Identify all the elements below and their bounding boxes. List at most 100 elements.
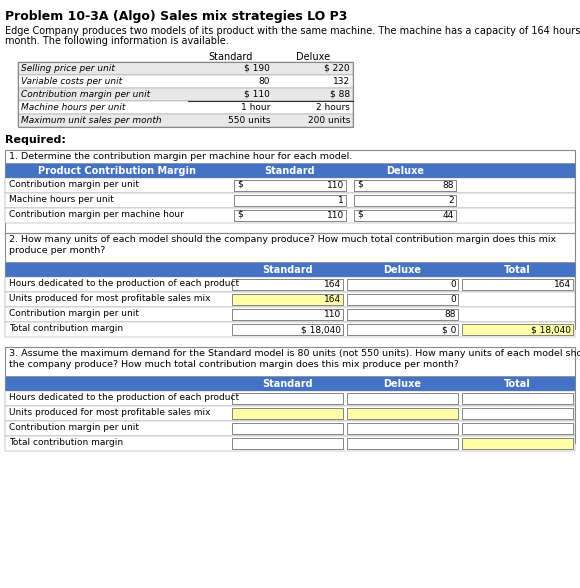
Text: Units produced for most profitable sales mix: Units produced for most profitable sales… xyxy=(9,294,211,303)
Bar xyxy=(5,322,575,337)
Text: Contribution margin per unit: Contribution margin per unit xyxy=(9,309,139,318)
Text: 164: 164 xyxy=(554,280,571,289)
Text: $ 190: $ 190 xyxy=(244,64,270,73)
Text: $ 110: $ 110 xyxy=(244,90,270,99)
Text: $ 88: $ 88 xyxy=(330,90,350,99)
Bar xyxy=(462,279,573,290)
Bar xyxy=(232,279,343,290)
Bar xyxy=(347,438,458,449)
Bar xyxy=(5,193,575,208)
Bar xyxy=(234,195,346,206)
Bar xyxy=(347,393,458,404)
Bar xyxy=(232,423,343,434)
Text: $: $ xyxy=(357,210,362,219)
Text: Edge Company produces two models of its product with the same machine. The machi: Edge Company produces two models of its … xyxy=(5,26,580,36)
Text: 2. How many units of each model should the company produce? How much total contr: 2. How many units of each model should t… xyxy=(9,235,556,244)
Bar xyxy=(347,423,458,434)
Text: Total: Total xyxy=(504,265,531,275)
Text: Contribution margin per machine hour: Contribution margin per machine hour xyxy=(9,210,184,219)
Bar xyxy=(18,62,353,75)
Bar xyxy=(347,279,458,290)
Bar xyxy=(5,347,575,443)
Text: the company produce? How much total contribution margin does this mix produce pe: the company produce? How much total cont… xyxy=(9,360,459,369)
Bar xyxy=(234,210,346,221)
Text: Machine hours per unit: Machine hours per unit xyxy=(9,195,114,204)
Text: 44: 44 xyxy=(443,211,454,220)
Bar xyxy=(18,114,353,127)
Text: Required:: Required: xyxy=(5,135,66,145)
Text: Contribution margin per unit: Contribution margin per unit xyxy=(21,90,150,99)
Text: 1: 1 xyxy=(338,196,344,205)
Bar xyxy=(232,309,343,320)
Bar xyxy=(5,277,575,292)
Text: $: $ xyxy=(237,210,243,219)
Text: Variable costs per unit: Variable costs per unit xyxy=(21,77,122,86)
Text: 2: 2 xyxy=(448,196,454,205)
Text: 550 units: 550 units xyxy=(227,116,270,125)
Text: Machine hours per unit: Machine hours per unit xyxy=(21,103,125,112)
Text: Deluxe: Deluxe xyxy=(383,265,422,275)
Bar xyxy=(462,324,573,335)
Bar xyxy=(5,391,575,406)
Bar xyxy=(347,324,458,335)
Text: $: $ xyxy=(237,180,243,189)
Text: $ 0: $ 0 xyxy=(441,325,456,334)
Text: Standard: Standard xyxy=(264,166,316,176)
Text: month. The following information is available.: month. The following information is avai… xyxy=(5,36,229,46)
Text: 2 hours: 2 hours xyxy=(316,103,350,112)
Bar xyxy=(354,195,456,206)
Bar xyxy=(462,408,573,419)
Text: 164: 164 xyxy=(324,295,341,304)
Bar xyxy=(347,309,458,320)
Bar xyxy=(5,208,575,223)
Text: 132: 132 xyxy=(333,77,350,86)
Bar xyxy=(462,423,573,434)
Text: 1 hour: 1 hour xyxy=(241,103,270,112)
Text: 88: 88 xyxy=(443,181,454,190)
Text: Deluxe: Deluxe xyxy=(296,52,330,62)
Text: $: $ xyxy=(357,180,362,189)
Bar xyxy=(5,178,575,193)
Text: Problem 10-3A (Algo) Sales mix strategies LO P3: Problem 10-3A (Algo) Sales mix strategie… xyxy=(5,10,347,23)
Text: 1. Determine the contribution margin per machine hour for each model.: 1. Determine the contribution margin per… xyxy=(9,152,352,161)
Text: Deluxe: Deluxe xyxy=(383,379,422,389)
Bar xyxy=(5,307,575,322)
Text: 0: 0 xyxy=(450,280,456,289)
Bar xyxy=(232,408,343,419)
Text: Contribution margin per unit: Contribution margin per unit xyxy=(9,423,139,432)
Bar xyxy=(5,292,575,307)
Text: Total contribution margin: Total contribution margin xyxy=(9,438,123,447)
Text: Product Contribution Margin: Product Contribution Margin xyxy=(38,166,197,176)
Bar xyxy=(232,294,343,305)
Text: Standard: Standard xyxy=(262,379,313,389)
Text: Standard: Standard xyxy=(262,265,313,275)
Bar xyxy=(5,406,575,421)
Bar xyxy=(5,233,575,329)
Text: $ 18,040: $ 18,040 xyxy=(531,325,571,334)
Bar xyxy=(5,421,575,436)
Bar xyxy=(232,324,343,335)
Bar xyxy=(18,62,353,127)
Bar xyxy=(5,376,575,391)
Bar xyxy=(5,262,575,277)
Text: 80: 80 xyxy=(259,77,270,86)
Bar xyxy=(462,438,573,449)
Text: Contribution margin per unit: Contribution margin per unit xyxy=(9,180,139,189)
Text: 110: 110 xyxy=(327,211,344,220)
Text: 164: 164 xyxy=(324,280,341,289)
Text: Hours dedicated to the production of each product: Hours dedicated to the production of eac… xyxy=(9,393,239,402)
Text: 200 units: 200 units xyxy=(307,116,350,125)
Text: Standard: Standard xyxy=(208,52,253,62)
Text: Total contribution margin: Total contribution margin xyxy=(9,324,123,333)
Text: $ 220: $ 220 xyxy=(324,64,350,73)
Bar xyxy=(18,88,353,101)
Bar xyxy=(347,294,458,305)
Bar xyxy=(5,163,575,178)
Bar xyxy=(347,408,458,419)
Text: 110: 110 xyxy=(327,181,344,190)
Bar xyxy=(232,438,343,449)
Text: 0: 0 xyxy=(450,295,456,304)
Bar xyxy=(5,436,575,451)
Bar xyxy=(5,150,575,233)
Bar xyxy=(18,75,353,88)
